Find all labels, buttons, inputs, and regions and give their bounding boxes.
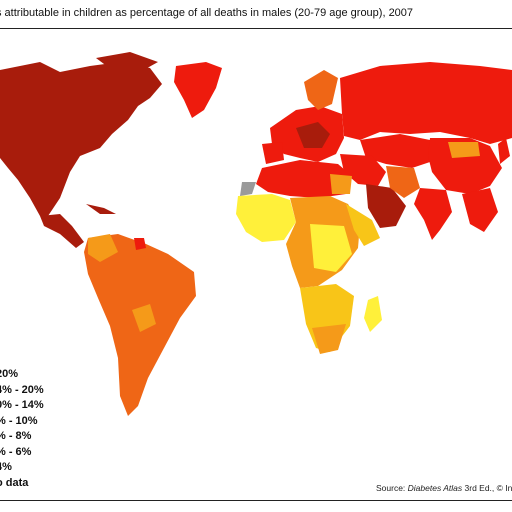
world-map [0,52,512,416]
iran-region [386,166,420,198]
iberia-region [262,142,284,164]
scandinavia-region [304,70,338,110]
footer-divider [0,500,512,501]
east-central-africa-region [310,224,352,272]
egypt-region [330,174,352,194]
legend-item: 0% - 14% [0,399,44,411]
no-data-region [240,182,256,196]
southeast-asia-region [462,188,498,232]
map-title: s attributable in children as percentage… [0,7,414,19]
source-credit: Source: Diabetes Atlas 3rd Ed., © Int [376,483,512,493]
arctic-islands [96,52,158,72]
japan-region [498,138,510,164]
legend-item: % - 6% [0,445,32,458]
map-legend: 20% 4% - 20% 0% - 14% % - 10% % - 8% % -… [0,367,44,491]
central-asia-region [360,134,436,168]
legend-item: o data [0,476,29,489]
north-africa-region[interactable] [256,160,352,198]
source-prefix: Source: [376,483,408,493]
arabian-peninsula-region[interactable] [366,184,406,228]
madagascar-region [364,296,382,332]
legend-item: 20% [0,368,19,380]
mongolia-region [448,142,480,158]
west-africa-region[interactable] [236,194,296,242]
legend-item: % - 8% [0,430,32,442]
legend-item: 4% [0,461,12,473]
source-suffix: 3rd Ed., © Int [462,483,512,493]
title-divider [0,28,512,29]
china-region[interactable] [428,138,502,194]
central-europe-region [296,122,330,148]
greenland-region[interactable] [174,62,222,118]
south-africa-region [312,324,346,354]
bolivia-region [132,304,156,332]
russia-region[interactable] [340,62,512,144]
guianas-region [134,238,146,250]
central-america-region[interactable] [40,214,84,248]
horn-of-africa-region [346,204,380,246]
venezuela-region [88,234,118,262]
india-region[interactable] [414,188,452,240]
source-title: Diabetes Atlas [407,483,463,493]
caribbean-region [86,204,116,214]
north-america-region[interactable] [0,62,162,216]
legend-item: 4% - 20% [0,383,44,396]
legend-item: % - 10% [0,414,38,427]
